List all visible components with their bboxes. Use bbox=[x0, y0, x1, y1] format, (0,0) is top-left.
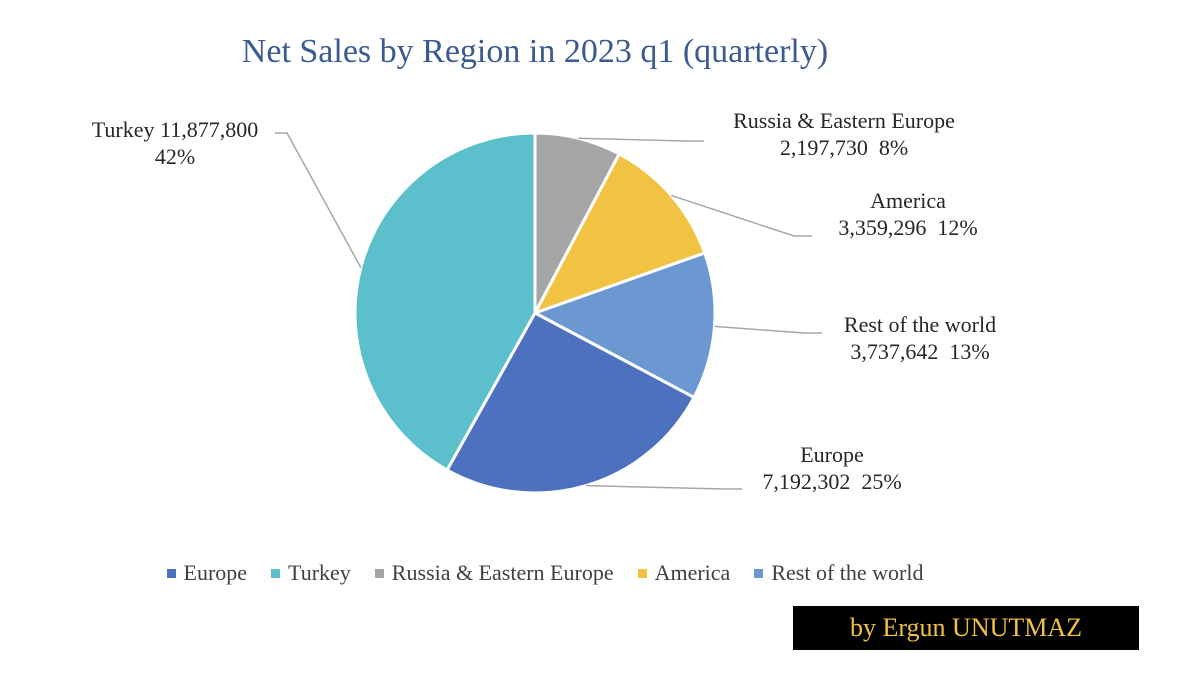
legend-item-russia-eastern-europe: Russia & Eastern Europe bbox=[374, 560, 614, 586]
slice-label-value: 3,359,296 bbox=[838, 215, 927, 240]
credit-box: by Ergun UNUTMAZ bbox=[793, 606, 1139, 650]
pie-slice-turkey bbox=[353, 131, 537, 472]
slice-label-america: America 3,359,296 12% bbox=[822, 187, 994, 241]
chart-title: Net Sales by Region in 2023 q1 (quarterl… bbox=[241, 33, 829, 70]
legend-item-turkey: Turkey bbox=[271, 560, 351, 586]
leader-line-russia-eastern-europe bbox=[578, 137, 704, 142]
slice-label-value: 11,877,800 bbox=[160, 117, 259, 142]
legend-swatch bbox=[166, 568, 176, 578]
legend-label: America bbox=[654, 560, 731, 585]
legend-label: Rest of the world bbox=[771, 560, 924, 585]
legend-item-rest-of-the-world: Rest of the world bbox=[754, 560, 923, 586]
slice-label-percent: 42% bbox=[154, 144, 196, 169]
legend-swatch bbox=[754, 568, 764, 578]
slice-label-percent: 25% bbox=[861, 469, 902, 494]
slice-label-turkey: Turkey 11,877,800 42% bbox=[76, 116, 274, 170]
leader-line-europe bbox=[585, 484, 742, 490]
slice-label-percent: 13% bbox=[949, 339, 990, 364]
slice-label-value: 3,737,642 bbox=[850, 339, 939, 364]
legend: Europe Turkey Russia & Eastern Europe Ameri… bbox=[0, 560, 1090, 586]
leader-line-rest-of-the-world bbox=[714, 325, 822, 334]
credit-text: by Ergun UNUTMAZ bbox=[849, 613, 1083, 642]
slice-label-name: Rest of the world bbox=[843, 312, 997, 337]
slice-label-name: Turkey bbox=[91, 117, 155, 142]
legend-swatch bbox=[374, 568, 384, 578]
legend-item-america: America bbox=[637, 560, 731, 586]
slice-label-rest-of-the-world: Rest of the world 3,737,642 13% bbox=[826, 311, 1014, 365]
legend-label: Europe bbox=[183, 560, 248, 585]
slice-label-value: 7,192,302 bbox=[762, 469, 851, 494]
slice-label-name: America bbox=[870, 188, 946, 213]
slice-label-name: Europe bbox=[800, 442, 864, 467]
legend-label: Turkey bbox=[288, 560, 351, 585]
legend-swatch bbox=[271, 568, 281, 578]
slice-label-name: Russia & Eastern Europe bbox=[733, 108, 955, 133]
slice-label-percent: 8% bbox=[878, 135, 909, 160]
slice-label-europe: Europe 7,192,302 25% bbox=[748, 441, 916, 495]
leader-line-turkey bbox=[275, 132, 362, 268]
slice-label-value: 2,197,730 bbox=[779, 135, 868, 160]
legend-label: Russia & Eastern Europe bbox=[391, 560, 614, 585]
legend-item-europe: Europe bbox=[166, 560, 248, 586]
slice-label-russia-eastern-europe: Russia & Eastern Europe 2,197,730 8% bbox=[718, 107, 970, 161]
leader-line-america bbox=[671, 194, 812, 237]
legend-swatch bbox=[637, 568, 647, 578]
slice-label-percent: 12% bbox=[937, 215, 978, 240]
